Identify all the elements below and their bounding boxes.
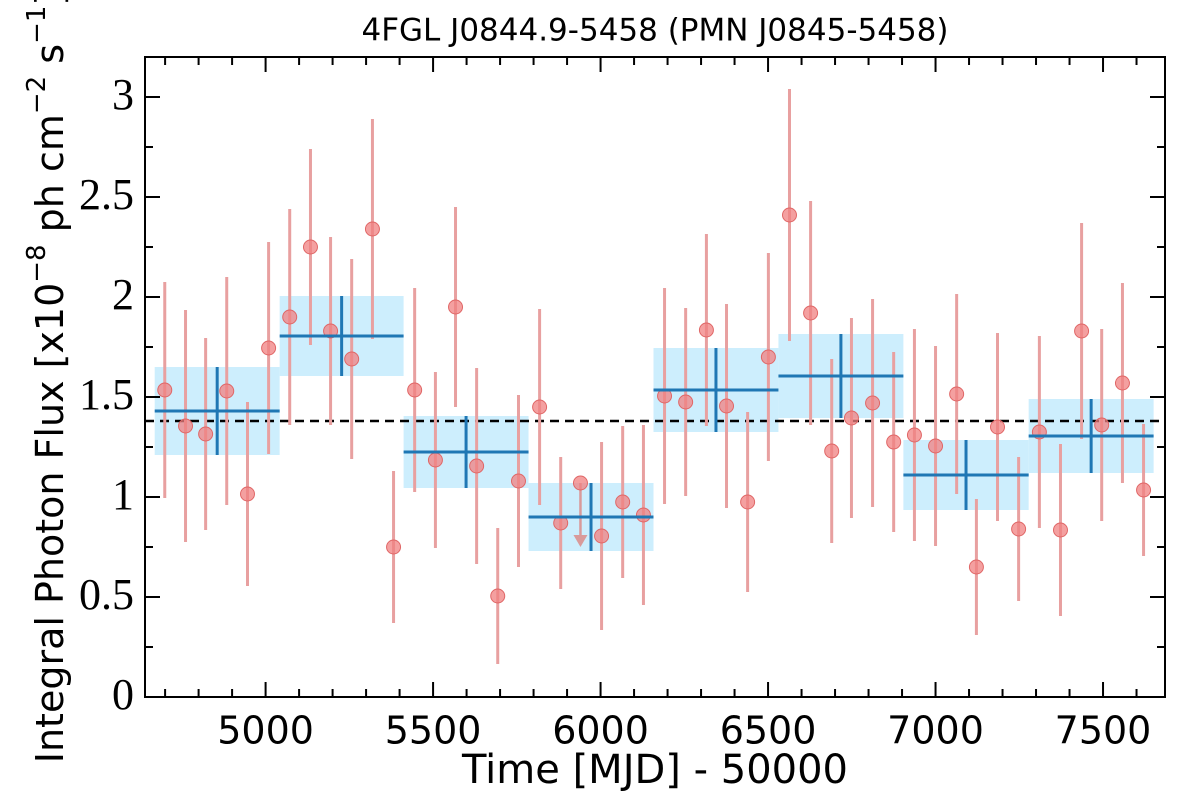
data-point: [843, 410, 859, 426]
y-axis-label-sup: −1: [22, 6, 52, 44]
data-point: [282, 309, 298, 325]
data-point: [178, 418, 194, 434]
x-axis-label: Time [MJD] - 50000: [461, 747, 848, 793]
data-point: [968, 559, 984, 575]
y-tick-label: 3: [112, 70, 134, 119]
data-point: [364, 221, 380, 237]
y-tick-label: 0: [112, 670, 134, 719]
data-point: [469, 458, 485, 474]
y-axis-label-part: s: [28, 44, 72, 76]
data-point: [1052, 522, 1068, 538]
data-point: [510, 473, 526, 489]
x-tick-label: 6000: [552, 709, 649, 753]
data-point: [219, 383, 235, 399]
data-point: [949, 386, 965, 402]
x-tick-label: 6500: [720, 709, 817, 753]
data-point: [740, 494, 756, 510]
x-tick-label: 7000: [887, 709, 984, 753]
data-point: [990, 419, 1006, 435]
data-point: [532, 399, 548, 415]
y-axis-label-part: Integral Photon Flux [x10: [28, 283, 72, 764]
data-point: [261, 340, 277, 356]
data-point: [344, 351, 360, 367]
data-point: [781, 207, 797, 223]
y-axis-label-part: ]: [28, 0, 72, 6]
data-point: [594, 528, 610, 544]
data-point: [906, 427, 922, 443]
chart-title: 4FGL J0844.9-5458 (PMN J0845-5458): [361, 13, 948, 49]
y-axis-label: Integral Photon Flux [x10−8 ph cm−2 s−1]: [22, 0, 72, 763]
x-tick-label: 7500: [1055, 709, 1152, 753]
y-tick-label: 2.5: [79, 170, 134, 219]
data-point: [615, 494, 631, 510]
upper-limit-point: [572, 475, 588, 491]
y-tick-label: 0.5: [79, 570, 134, 619]
y-tick-label: 1: [112, 470, 134, 519]
data-point: [427, 452, 443, 468]
y-axis-label-part: ph cm: [28, 114, 72, 244]
y-tick-label: 1.5: [79, 370, 134, 419]
data-point: [386, 539, 402, 555]
data-point: [240, 486, 256, 502]
data-point: [698, 322, 714, 338]
y-axis-label-sup: −8: [22, 244, 52, 282]
y-tick-label: 2: [112, 270, 134, 319]
y-axis-label-sup: −2: [22, 76, 52, 114]
data-point: [448, 299, 464, 315]
plot-frame: [144, 56, 1166, 698]
data-point: [302, 239, 318, 255]
data-point: [678, 394, 694, 410]
data-point: [1114, 375, 1130, 391]
data-point: [635, 507, 651, 523]
data-point: [407, 382, 423, 398]
data-point: [824, 443, 840, 459]
data-point: [490, 588, 506, 604]
data-point: [198, 426, 214, 442]
data-point: [760, 349, 776, 365]
data-point: [1136, 482, 1152, 498]
data-point: [719, 398, 735, 414]
x-tick-label: 5000: [217, 709, 314, 753]
upper-limit-arrow: [573, 535, 588, 547]
data-point: [803, 305, 819, 321]
data-point: [157, 382, 173, 398]
data-point: [928, 438, 944, 454]
data-point: [1074, 323, 1090, 339]
data-point: [886, 434, 902, 450]
x-tick-label: 5500: [385, 709, 482, 753]
data-point: [1094, 417, 1110, 433]
data-point: [865, 395, 881, 411]
data-point: [1011, 521, 1027, 537]
